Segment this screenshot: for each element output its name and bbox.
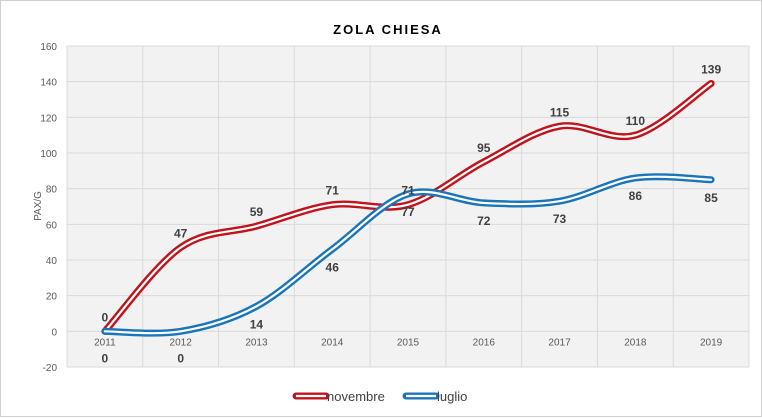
data-label-luglio: 0 [177,351,184,365]
y-tick-label: 0 [51,327,57,338]
data-label-luglio: 73 [553,212,567,226]
data-label-luglio: 85 [704,191,718,205]
data-label-novembre: 139 [701,62,721,76]
series-line-inner-novembre [103,82,713,333]
series-line-inner-luglio [103,175,713,335]
x-tick-label: 2019 [700,337,723,348]
y-tick-label: -20 [43,363,58,374]
x-tick-label: 2017 [548,337,571,348]
y-tick-label: 20 [46,292,58,303]
y-tick-label: 140 [40,78,57,89]
data-label-luglio: 46 [326,260,340,274]
legend-label-novembre: novembre [327,389,385,404]
x-tick-label: 2015 [397,337,420,348]
y-tick-label: 120 [40,113,57,124]
y-tick-label: 60 [46,220,58,231]
x-tick-label: 2012 [170,337,193,348]
data-label-luglio: 72 [477,214,491,228]
y-tick-label: 40 [46,256,58,267]
data-label-luglio: 0 [102,351,109,365]
data-label-novembre: 71 [326,184,340,198]
data-label-novembre: 0 [102,310,109,324]
chart-title: ZOLA CHIESA [333,22,443,37]
data-label-novembre: 95 [477,141,491,155]
data-label-luglio: 77 [401,205,415,219]
x-tick-label: 2011 [94,337,116,348]
y-axis-label: PAX/G [33,191,44,221]
x-tick-label: 2018 [624,337,647,348]
x-tick-label: 2013 [245,337,268,348]
y-tick-label: 80 [46,185,58,196]
data-label-novembre: 110 [626,114,646,128]
x-tick-label: 2016 [473,337,496,348]
legend-label-luglio: luglio [437,389,467,404]
data-label-novembre: 71 [401,184,415,198]
data-label-luglio: 86 [629,189,643,203]
data-label-luglio: 14 [250,317,264,331]
x-tick-label: 2014 [321,337,344,348]
data-label-novembre: 47 [174,227,188,241]
y-tick-label: 100 [40,149,57,160]
data-label-novembre: 115 [550,105,570,119]
data-label-novembre: 59 [250,205,264,219]
y-tick-label: 160 [40,42,57,53]
